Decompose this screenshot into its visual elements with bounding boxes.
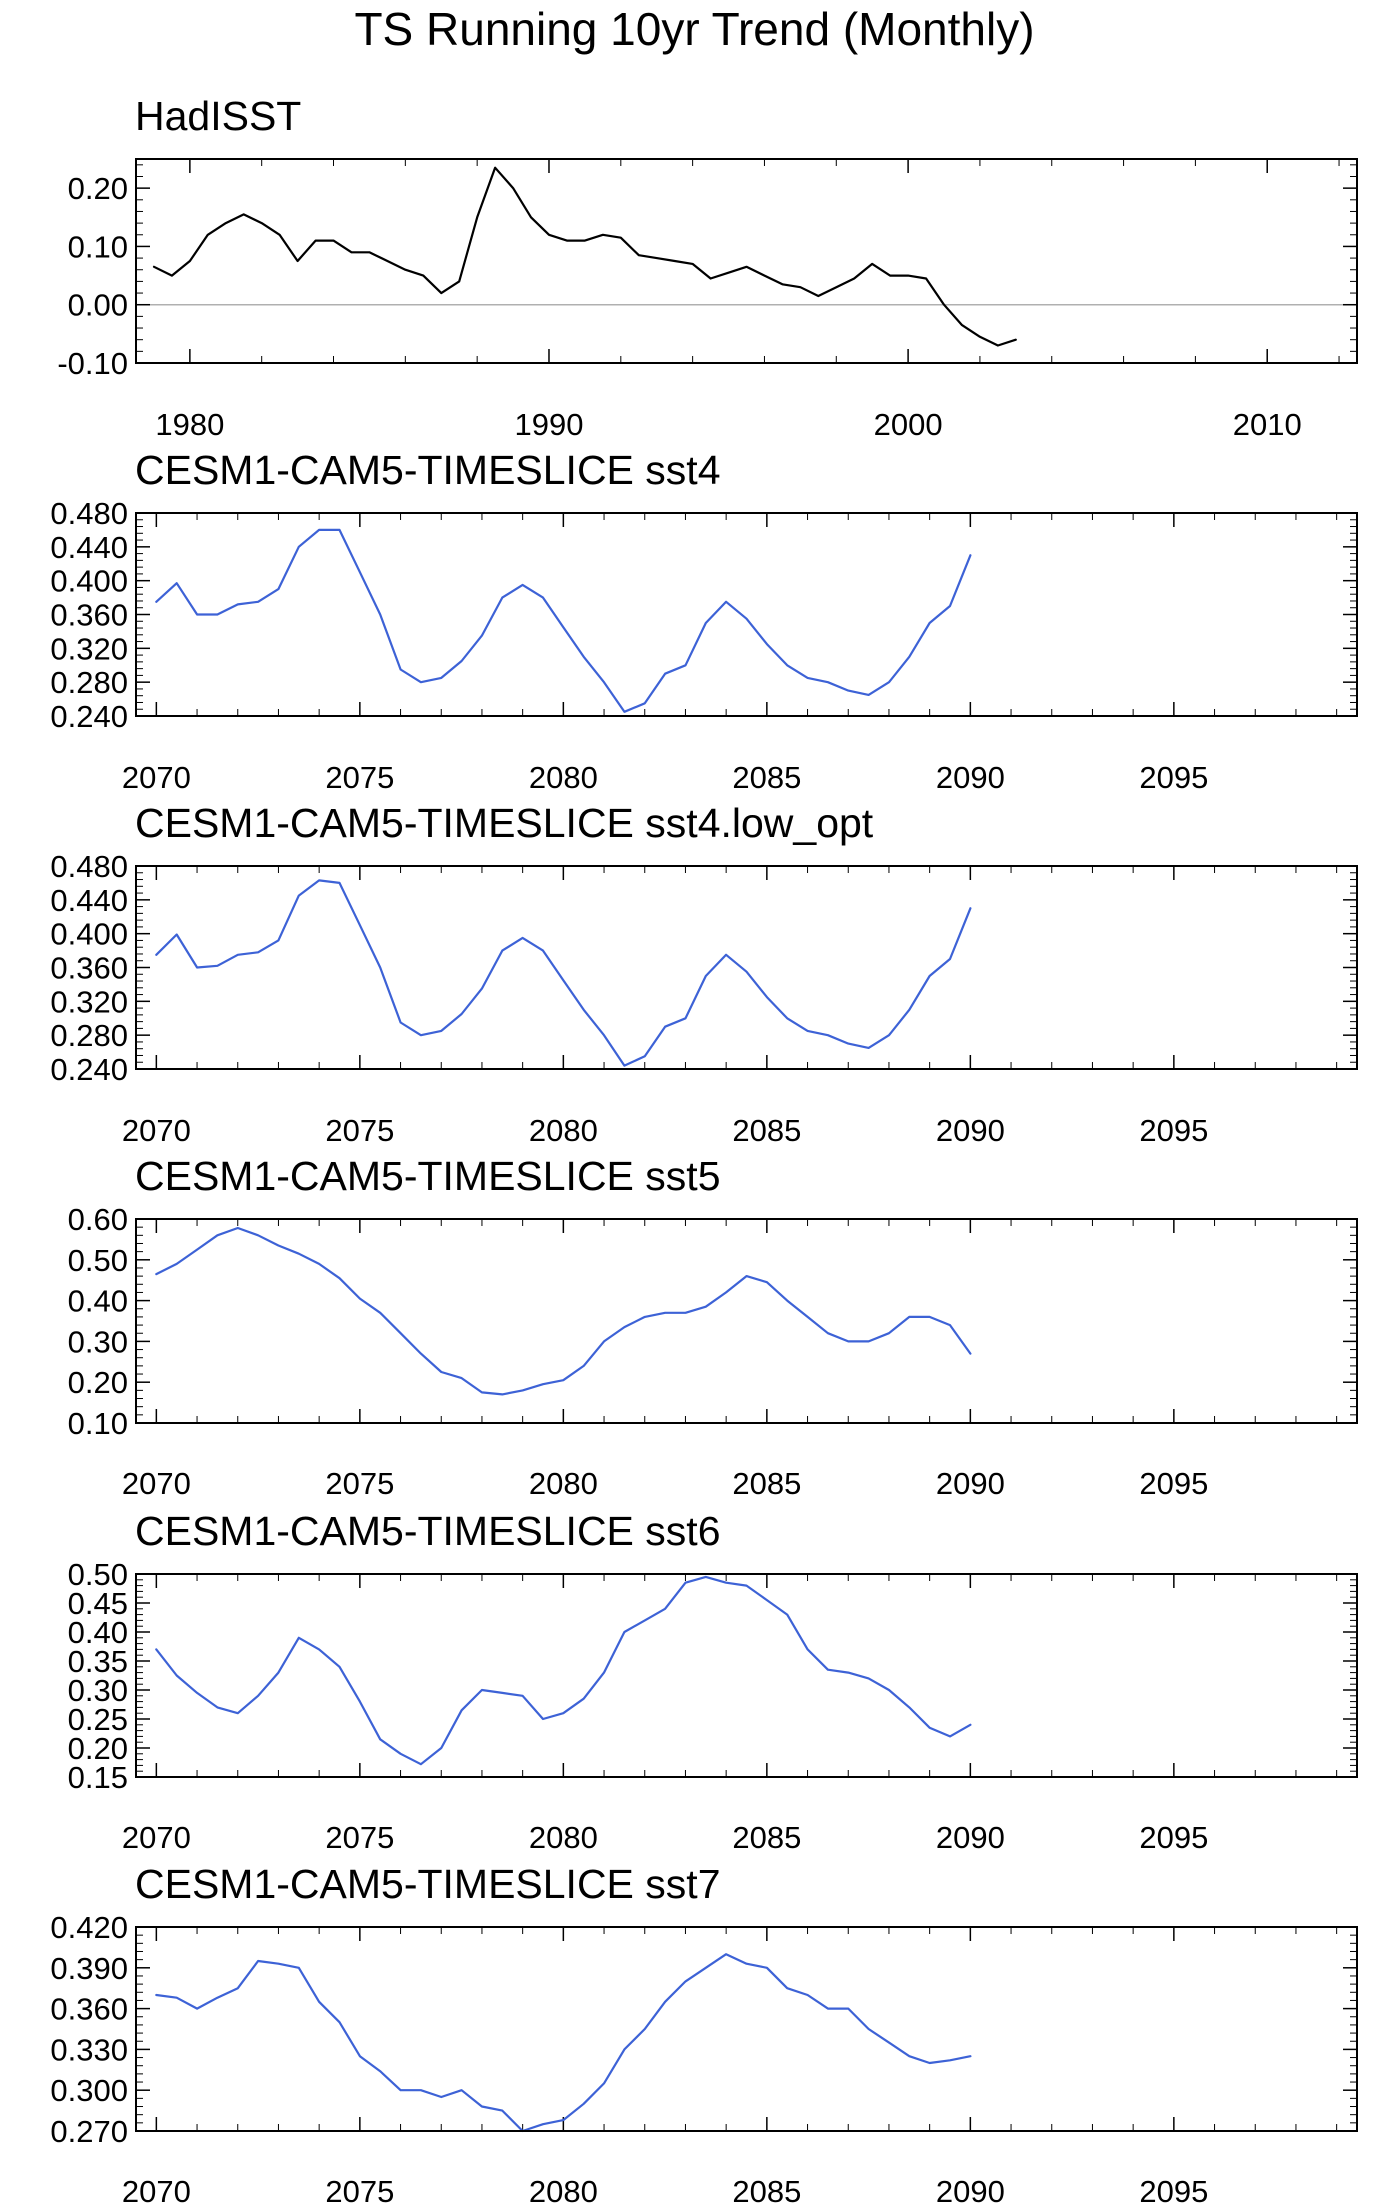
y-tick-label: 0.40: [68, 1284, 128, 1319]
y-tick-label: 0.280: [50, 1018, 128, 1053]
x-tick-label: 2070: [122, 2174, 191, 2209]
y-tick-label: 0.15: [68, 1760, 128, 1795]
plot-frame: [135, 512, 1358, 717]
x-tick-label: 2075: [325, 760, 394, 795]
series-line: [155, 879, 972, 1067]
x-tick-label: 2070: [122, 1113, 191, 1148]
x-tick-label: 1990: [515, 407, 584, 442]
series-line: [155, 528, 972, 713]
x-tick-label: 2075: [325, 1113, 394, 1148]
chart-panel: CESM1-CAM5-TIMESLICE sst7 2070 2075 2080 208…: [50, 1861, 1358, 2209]
series-line: [155, 1575, 972, 1766]
series-line: [155, 1953, 972, 2133]
panel-title: HadISST: [135, 93, 301, 139]
y-tick-label: 0.30: [68, 1324, 128, 1359]
x-tick-label: 2095: [1139, 1466, 1208, 1501]
x-tick-label: 2090: [936, 1113, 1005, 1148]
x-tick-label: 2095: [1139, 2174, 1208, 2209]
y-tick-label: 0.440: [50, 530, 128, 565]
y-tick-label: 0.280: [50, 665, 128, 700]
y-tick-label: 0.20: [68, 171, 128, 206]
x-tick-label: 2075: [325, 2174, 394, 2209]
y-tick-label: 0.45: [68, 1586, 128, 1621]
y-tick-label: 0.360: [50, 1992, 128, 2027]
y-tick-label: 0.60: [68, 1202, 128, 1237]
chart-panel: CESM1-CAM5-TIMESLICE sst6 2070 2075 2080 208…: [68, 1508, 1358, 1855]
x-tick-label: 2080: [529, 1113, 598, 1148]
panel-title: CESM1-CAM5-TIMESLICE sst4.low_opt: [135, 800, 874, 846]
y-tick-label: 0.50: [68, 1243, 128, 1278]
x-tick-label: 2070: [122, 760, 191, 795]
y-tick-label: 0.400: [50, 917, 128, 952]
y-tick-label: 0.270: [50, 2114, 128, 2149]
x-tick-label: 1980: [155, 407, 224, 442]
y-tick-label: 0.300: [50, 2073, 128, 2108]
y-tick-label: 0.320: [50, 984, 128, 1019]
x-tick-label: 2080: [529, 2174, 598, 2209]
x-tick-label: 2010: [1233, 407, 1302, 442]
x-tick-label: 2095: [1139, 760, 1208, 795]
x-tick-label: 2070: [122, 1466, 191, 1501]
x-tick-label: 2085: [732, 1820, 801, 1855]
x-tick-label: 2080: [529, 760, 598, 795]
x-tick-label: 2090: [936, 760, 1005, 795]
panel-title: CESM1-CAM5-TIMESLICE sst4: [135, 447, 721, 493]
y-tick-label: 0.20: [68, 1731, 128, 1766]
y-tick-label: -0.10: [57, 346, 128, 381]
y-tick-label: 0.240: [50, 699, 128, 734]
x-tick-label: 2000: [874, 407, 943, 442]
chart-panel: HadISST 1980 1990 2000 2010 -0.10 0.00 0.10 0.20: [57, 93, 1358, 442]
chart-panel: CESM1-CAM5-TIMESLICE sst4 2070 2075 2080 208…: [50, 447, 1358, 795]
y-tick-label: 0.390: [50, 1951, 128, 1986]
y-tick-label: 0.30: [68, 1673, 128, 1708]
figure-title: TS Running 10yr Trend (Monthly): [354, 3, 1035, 55]
x-tick-label: 2090: [936, 1820, 1005, 1855]
y-tick-label: 0.320: [50, 631, 128, 666]
series-line: [152, 166, 1017, 347]
y-tick-label: 0.35: [68, 1644, 128, 1679]
x-tick-label: 2085: [732, 1113, 801, 1148]
y-tick-label: 0.40: [68, 1615, 128, 1650]
y-tick-label: 0.240: [50, 1052, 128, 1087]
y-tick-label: 0.360: [50, 598, 128, 633]
y-tick-label: 0.440: [50, 883, 128, 918]
x-tick-label: 2095: [1139, 1820, 1208, 1855]
chart-panel: CESM1-CAM5-TIMESLICE sst4.low_opt 2070 207…: [50, 800, 1358, 1148]
plot-frame: [135, 1218, 1358, 1424]
y-tick-label: 0.20: [68, 1365, 128, 1400]
y-tick-label: 0.00: [68, 288, 128, 323]
y-tick-label: 0.10: [68, 1406, 128, 1441]
x-tick-label: 2095: [1139, 1113, 1208, 1148]
x-tick-label: 2085: [732, 2174, 801, 2209]
y-tick-label: 0.480: [50, 496, 128, 531]
plot-frame: [135, 865, 1358, 1070]
x-tick-label: 2080: [529, 1820, 598, 1855]
y-tick-label: 0.360: [50, 951, 128, 986]
x-tick-label: 2090: [936, 2174, 1005, 2209]
x-tick-label: 2075: [325, 1820, 394, 1855]
panel-title: CESM1-CAM5-TIMESLICE sst6: [135, 1508, 721, 1554]
panel-title: CESM1-CAM5-TIMESLICE sst5: [135, 1153, 721, 1199]
x-tick-label: 2090: [936, 1466, 1005, 1501]
y-tick-label: 0.420: [50, 1910, 128, 1945]
y-tick-label: 0.400: [50, 564, 128, 599]
x-tick-label: 2085: [732, 1466, 801, 1501]
plot-frame: [135, 158, 1358, 364]
plot-frame: [135, 1926, 1358, 2132]
x-tick-label: 2085: [732, 760, 801, 795]
y-tick-label: 0.10: [68, 229, 128, 264]
y-tick-label: 0.330: [50, 2032, 128, 2067]
y-tick-label: 0.480: [50, 849, 128, 884]
x-tick-label: 2070: [122, 1820, 191, 1855]
y-tick-label: 0.25: [68, 1702, 128, 1737]
chart-panel: CESM1-CAM5-TIMESLICE sst5 2070 2075 2080 208…: [68, 1153, 1358, 1501]
panel-title: CESM1-CAM5-TIMESLICE sst7: [135, 1861, 721, 1907]
plot-frame: [135, 1573, 1358, 1778]
x-tick-label: 2080: [529, 1466, 598, 1501]
series-line: [155, 1226, 972, 1396]
x-tick-label: 2075: [325, 1466, 394, 1501]
y-tick-label: 0.50: [68, 1557, 128, 1592]
